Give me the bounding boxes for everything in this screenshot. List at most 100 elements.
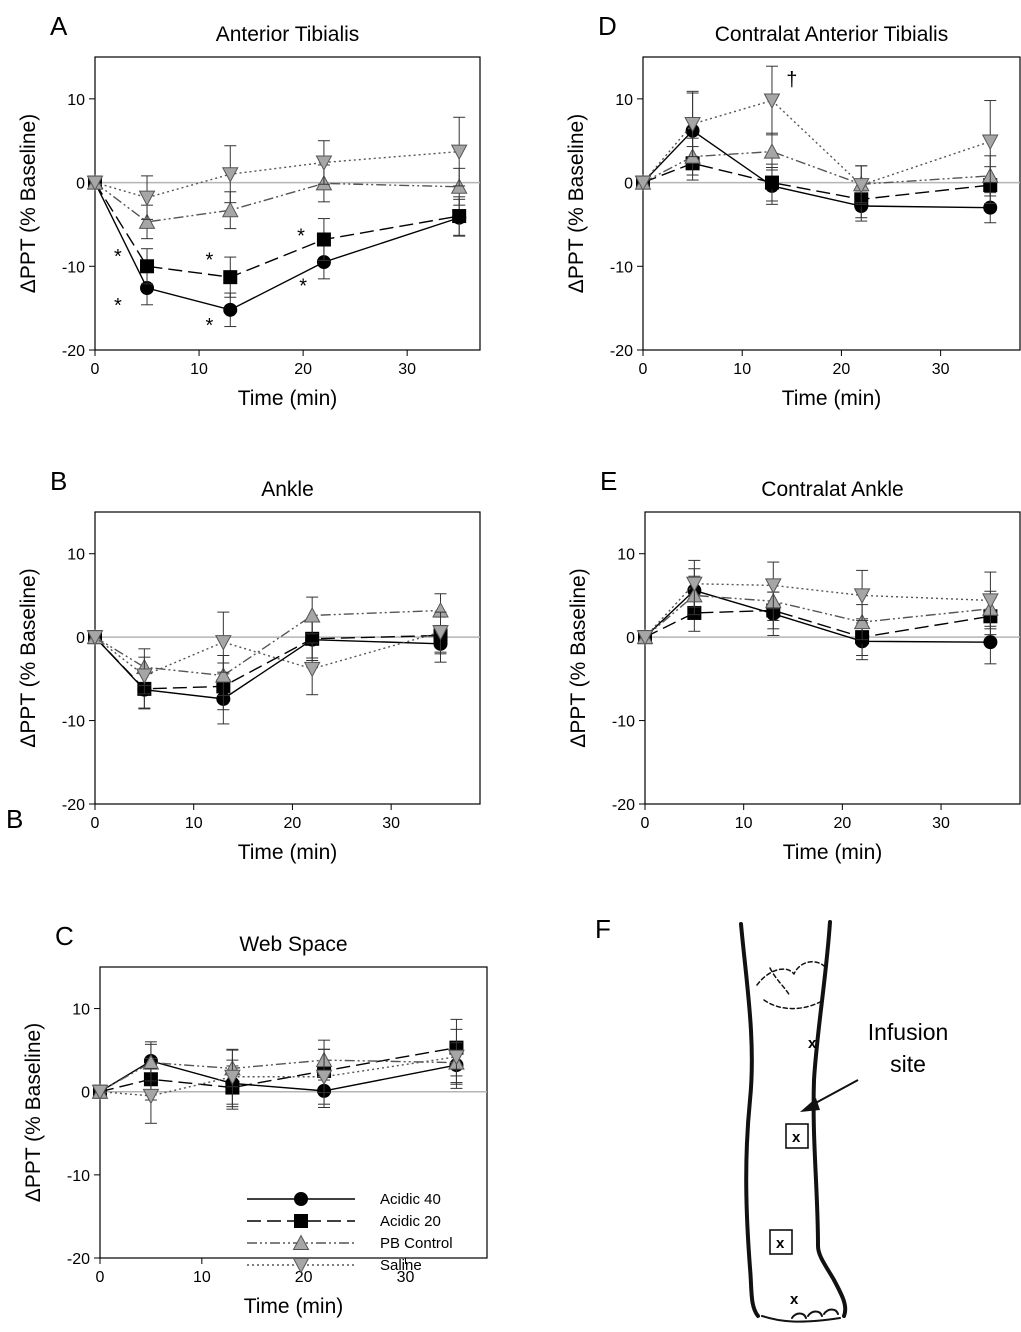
x-tick-label: 20 xyxy=(294,361,312,378)
series-saline-e xyxy=(636,559,999,646)
data-point xyxy=(91,1084,109,1101)
data-point xyxy=(223,302,238,317)
marker-x-lower: x xyxy=(776,1235,785,1252)
series-saline-a xyxy=(86,116,468,220)
series-line xyxy=(94,182,460,223)
legend-marker xyxy=(294,1192,308,1206)
y-tick-label: -20 xyxy=(612,797,635,814)
legend-label: Acidic 20 xyxy=(380,1213,441,1230)
data-point xyxy=(634,175,652,192)
y-tick-label: -10 xyxy=(612,714,635,731)
y-axis-label-e: ΔPPT (% Baseline) xyxy=(567,568,590,747)
x-tick-label: 20 xyxy=(833,815,851,832)
data-point xyxy=(450,144,468,161)
legend: Acidic 40 Acidic 20 PB Control Saline xyxy=(247,1191,453,1274)
data-point xyxy=(221,167,239,183)
data-point xyxy=(684,116,701,133)
data-point xyxy=(303,606,321,623)
y-tick-label: 10 xyxy=(67,547,85,564)
data-point xyxy=(981,134,999,151)
data-point xyxy=(138,190,156,207)
y-tick-label: -10 xyxy=(62,259,85,276)
panel-letter-b: B xyxy=(50,466,67,496)
panel-f: F x x x x Infusion site xyxy=(595,914,949,1323)
x-axis-label-b: Time (min) xyxy=(238,841,338,864)
legend-label: PB Control xyxy=(380,1235,453,1252)
y-tick-label: 10 xyxy=(617,547,635,564)
infusion-site-label-line2: site xyxy=(890,1051,926,1077)
data-point xyxy=(452,209,467,224)
legend-marker xyxy=(292,1258,310,1274)
x-tick-label: 0 xyxy=(639,361,648,378)
series-saline-c xyxy=(91,1028,465,1124)
data-point xyxy=(764,175,779,190)
x-tick-label: 30 xyxy=(932,815,950,832)
data-point xyxy=(982,593,999,609)
plot-frame-d xyxy=(642,56,1021,351)
y-tick-label: 0 xyxy=(626,630,635,647)
data-point xyxy=(764,578,782,594)
panel-title-e: Contralat Ankle xyxy=(761,478,903,501)
y-tick-label: -20 xyxy=(62,797,85,814)
x-tick-label: 0 xyxy=(91,361,100,378)
toes-sketch xyxy=(761,1308,841,1323)
y-tick-label: 0 xyxy=(76,176,85,193)
x-tick-label: 20 xyxy=(295,1269,313,1286)
x-tick-label: 30 xyxy=(382,815,400,832)
data-point xyxy=(315,1069,333,1086)
x-tick-label: 10 xyxy=(190,361,208,378)
data-point xyxy=(686,576,703,593)
data-point xyxy=(86,175,104,192)
y-tick-label: 10 xyxy=(67,92,85,109)
data-point xyxy=(138,213,156,229)
y-axis-label-a: ΔPPT (% Baseline) xyxy=(17,114,40,293)
series-line xyxy=(642,150,991,185)
panel-letter-c: C xyxy=(55,921,74,951)
panel-title-b: Ankle xyxy=(261,478,314,501)
panel-c: C Web Space 0 10 20 30 -20 -10 0 10 Time (min) ΔPPT… xyxy=(22,921,488,1318)
x-tick-label: 10 xyxy=(185,815,203,832)
data-point xyxy=(853,588,871,604)
panel-letter-d: D xyxy=(598,11,617,41)
legend-label: Acidic 40 xyxy=(380,1191,441,1208)
annotation-d: † xyxy=(786,69,797,91)
plot-frame-a xyxy=(94,56,481,351)
panel-e: E Contralat Ankle 0 10 20 30 -20 -10 0 10 Time (mi… xyxy=(567,466,1021,864)
series-line xyxy=(99,1056,457,1097)
annotation-a: * xyxy=(299,276,307,298)
x-tick-label: 30 xyxy=(398,361,416,378)
marker-x-upper: x xyxy=(808,1035,817,1052)
data-point xyxy=(136,668,153,685)
y-tick-label: 0 xyxy=(76,630,85,647)
series-line xyxy=(642,162,991,201)
marker-x-middle: x xyxy=(792,1129,801,1146)
panel-title-c: Web Space xyxy=(239,933,347,956)
plot-frame-b xyxy=(94,511,481,805)
data-point xyxy=(315,155,333,172)
knee-sketch xyxy=(756,961,827,1010)
x-tick-label: 30 xyxy=(397,1269,415,1286)
annotation-a: * xyxy=(114,246,122,268)
marker-box-middle xyxy=(785,1123,809,1149)
x-axis-label-d: Time (min) xyxy=(782,387,882,410)
data-point xyxy=(448,1049,465,1066)
data-point xyxy=(763,143,781,159)
legend-label: Saline xyxy=(380,1257,422,1274)
series-line xyxy=(642,99,991,186)
y-tick-label: -10 xyxy=(67,1168,90,1185)
data-point xyxy=(86,630,104,646)
leg-drawing xyxy=(739,920,848,1323)
y-tick-label: -20 xyxy=(67,1251,90,1268)
infusion-arrow-head xyxy=(800,1098,820,1112)
panel-letter-e: E xyxy=(600,466,617,496)
x-tick-label: 20 xyxy=(833,361,851,378)
data-point xyxy=(224,1069,241,1086)
data-point xyxy=(636,630,654,646)
legend-marker xyxy=(294,1214,308,1228)
panel-b: B Ankle 0 10 20 30 -20 -10 0 10 Time (min) ΔPPT (% … xyxy=(17,466,481,864)
infusion-site-label-line1: Infusion xyxy=(868,1019,949,1045)
y-tick-label: -10 xyxy=(610,259,633,276)
x-tick-label: 30 xyxy=(932,361,950,378)
x-tick-label: 0 xyxy=(641,815,650,832)
leg-outline-left xyxy=(739,922,760,1318)
